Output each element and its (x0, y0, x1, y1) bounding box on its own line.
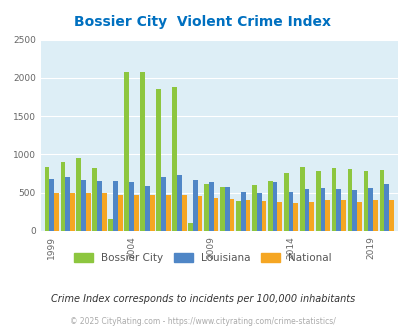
Bar (293, 203, 297, 231)
Bar (108, 219, 113, 231)
Bar (124, 72, 129, 231)
Text: Bossier City  Violent Crime Index: Bossier City Violent Crime Index (74, 15, 331, 29)
Bar (235, 201, 240, 231)
Bar (245, 200, 250, 231)
Bar (188, 223, 192, 231)
Bar (267, 181, 272, 231)
Bar (140, 72, 145, 231)
Bar (324, 200, 329, 231)
Bar (60, 162, 65, 231)
Bar (352, 190, 356, 231)
Bar (49, 179, 54, 231)
Bar (129, 182, 134, 231)
Bar (299, 167, 304, 231)
Bar (347, 169, 352, 231)
Bar (181, 195, 186, 231)
Bar (92, 168, 97, 231)
Bar (224, 187, 229, 231)
Bar (252, 185, 256, 231)
Bar (102, 193, 107, 231)
Bar (341, 200, 345, 231)
Bar (363, 171, 367, 231)
Bar (54, 193, 59, 231)
Bar (113, 181, 118, 231)
Bar (156, 89, 161, 231)
Bar (304, 189, 309, 231)
Bar (197, 196, 202, 231)
Bar (256, 193, 261, 231)
Bar (213, 198, 218, 231)
Bar (277, 202, 281, 231)
Bar (372, 200, 377, 231)
Bar (134, 195, 139, 231)
Bar (97, 181, 102, 231)
Bar (172, 87, 177, 231)
Bar (70, 193, 75, 231)
Bar (204, 183, 208, 231)
Bar (118, 195, 122, 231)
Bar (45, 167, 49, 231)
Bar (388, 200, 393, 231)
Bar (336, 189, 341, 231)
Bar (240, 192, 245, 231)
Bar (161, 178, 165, 231)
Bar (331, 168, 336, 231)
Bar (165, 195, 170, 231)
Bar (220, 186, 224, 231)
Bar (283, 173, 288, 231)
Bar (229, 199, 234, 231)
Bar (288, 192, 293, 231)
Legend: Bossier City, Louisiana, National: Bossier City, Louisiana, National (70, 248, 335, 267)
Bar (320, 188, 324, 231)
Text: © 2025 CityRating.com - https://www.cityrating.com/crime-statistics/: © 2025 CityRating.com - https://www.city… (70, 317, 335, 326)
Bar (145, 186, 149, 231)
Bar (261, 201, 266, 231)
Bar (76, 158, 81, 231)
Bar (367, 188, 372, 231)
Text: Crime Index corresponds to incidents per 100,000 inhabitants: Crime Index corresponds to incidents per… (51, 294, 354, 304)
Bar (65, 178, 70, 231)
Bar (192, 181, 197, 231)
Bar (86, 193, 91, 231)
Bar (149, 195, 154, 231)
Bar (177, 175, 181, 231)
Bar (379, 170, 384, 231)
Bar (309, 202, 313, 231)
Bar (315, 171, 320, 231)
Bar (272, 182, 277, 231)
Bar (81, 180, 86, 231)
Bar (208, 182, 213, 231)
Bar (384, 184, 388, 231)
Bar (356, 202, 361, 231)
